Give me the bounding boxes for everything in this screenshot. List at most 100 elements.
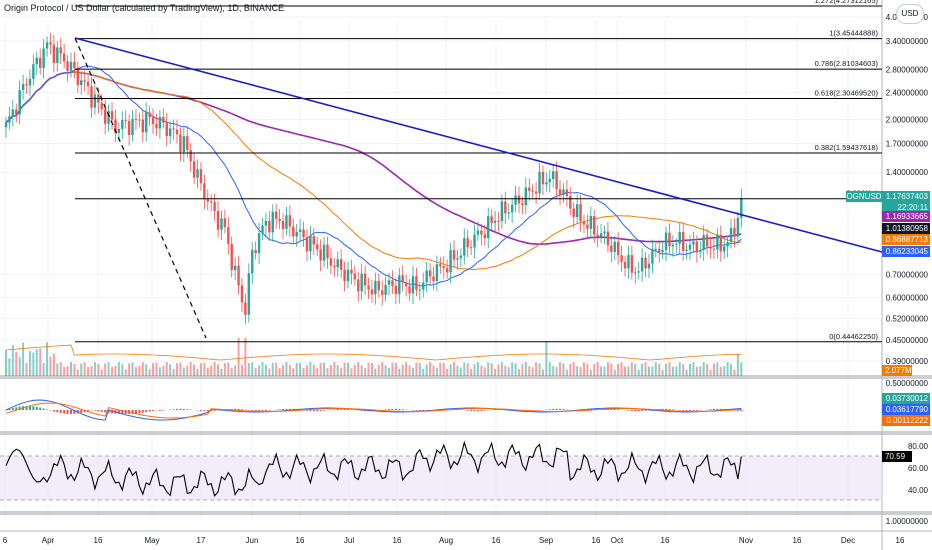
candle-body bbox=[637, 271, 640, 273]
volume-bar bbox=[251, 362, 254, 376]
ma-50-line bbox=[5, 71, 742, 270]
volume-bar bbox=[254, 367, 257, 376]
candle-body bbox=[521, 203, 524, 206]
volume-bar bbox=[223, 363, 226, 376]
macd-histogram-bar bbox=[415, 410, 418, 411]
macd-histogram-bar bbox=[141, 410, 144, 413]
candle-body bbox=[699, 250, 702, 252]
macd-histogram-bar bbox=[347, 409, 349, 410]
candle-body bbox=[490, 216, 493, 223]
volume-bar bbox=[83, 362, 86, 376]
volume-bar bbox=[247, 362, 250, 376]
volume-bar bbox=[576, 366, 579, 376]
candle-body bbox=[312, 236, 315, 245]
volume-bar bbox=[617, 363, 620, 376]
volume-bar bbox=[52, 353, 55, 376]
candle-body bbox=[401, 275, 404, 283]
candle-body bbox=[52, 44, 56, 64]
macd-histogram-bar bbox=[148, 410, 151, 412]
macd-histogram-bar bbox=[418, 410, 421, 412]
macd-histogram-bar bbox=[268, 410, 271, 411]
candle-body bbox=[469, 247, 473, 249]
volume-bar bbox=[398, 368, 401, 376]
candle-body bbox=[606, 231, 610, 246]
macd-value-tag: 0.03617790 bbox=[886, 405, 929, 414]
candle-body bbox=[476, 230, 480, 235]
macd-histogram-bar bbox=[39, 407, 42, 410]
candle-body bbox=[322, 244, 326, 261]
macd-histogram-bar bbox=[264, 410, 267, 412]
macd-histogram-bar bbox=[100, 410, 103, 412]
descending-trendline bbox=[74, 37, 883, 253]
macd-histogram-bar bbox=[333, 409, 336, 410]
volume-bar bbox=[121, 364, 124, 376]
volume-bar bbox=[394, 362, 397, 376]
candle-body bbox=[56, 47, 59, 64]
macd-histogram-bar bbox=[158, 410, 161, 411]
volume-bar bbox=[654, 362, 657, 376]
candle-body bbox=[712, 248, 716, 250]
volume-bar bbox=[541, 369, 544, 376]
candle-body bbox=[582, 221, 586, 225]
candle-body bbox=[346, 269, 350, 282]
volume-bar bbox=[11, 345, 14, 376]
volume-bar bbox=[93, 362, 96, 376]
candle-body bbox=[487, 216, 490, 239]
volume-bar bbox=[374, 368, 377, 376]
candle-body bbox=[230, 243, 233, 271]
candle-body bbox=[254, 249, 257, 254]
candle-body bbox=[274, 211, 278, 219]
volume-bar bbox=[158, 367, 161, 376]
volume-bar bbox=[69, 362, 72, 376]
candle-body bbox=[439, 264, 442, 267]
volume-bar bbox=[25, 362, 28, 376]
macd-histogram-bar bbox=[712, 408, 715, 410]
volume-bar bbox=[100, 369, 103, 376]
volume-bar bbox=[627, 366, 630, 376]
candle-body bbox=[66, 61, 69, 71]
candle-body bbox=[49, 42, 52, 45]
macd-histogram-bar bbox=[740, 410, 743, 412]
volume-bar bbox=[620, 362, 623, 376]
candle-body bbox=[15, 109, 18, 115]
candle-body bbox=[25, 84, 28, 86]
candle-body bbox=[647, 263, 651, 269]
candle-body bbox=[141, 119, 144, 133]
time-axis-tick: Jul bbox=[344, 536, 354, 545]
volume-bar bbox=[141, 362, 144, 376]
candle-body bbox=[415, 276, 418, 290]
macd-histogram-bar bbox=[182, 408, 185, 410]
volume-bar bbox=[411, 367, 414, 376]
volume-bar bbox=[596, 362, 599, 376]
fib-level-label: 0.382(1.59437618) bbox=[815, 143, 879, 152]
macd-histogram-bar bbox=[59, 410, 62, 414]
candle-body bbox=[261, 225, 264, 234]
candle-body bbox=[514, 195, 517, 205]
volume-bar bbox=[405, 362, 408, 376]
fib-level-label: 1(3.45444888) bbox=[829, 29, 878, 38]
macd-histogram-bar bbox=[90, 410, 93, 411]
time-axis-tick: 16 bbox=[94, 536, 103, 545]
currency-unit-button[interactable]: USD bbox=[896, 4, 924, 24]
macd-histogram-bar bbox=[398, 408, 401, 410]
candle-body bbox=[264, 220, 268, 226]
macd-histogram-bar bbox=[131, 410, 134, 414]
volume-bar bbox=[5, 350, 7, 376]
volume-bar bbox=[453, 362, 456, 376]
candle-body bbox=[685, 249, 688, 252]
time-axis-tick: Sep bbox=[539, 536, 554, 545]
volume-bar bbox=[316, 368, 319, 376]
volume-bar bbox=[59, 362, 62, 376]
macd-histogram-bar bbox=[104, 410, 107, 413]
candle-body bbox=[459, 255, 463, 259]
macd-histogram-bar bbox=[709, 409, 712, 410]
volume-bar bbox=[634, 363, 637, 376]
volume-bar bbox=[357, 362, 360, 376]
macd-histogram-bar bbox=[685, 410, 688, 412]
macd-histogram-bar bbox=[206, 410, 209, 412]
volume-bar bbox=[56, 363, 59, 376]
macd-value-tag-bg bbox=[882, 415, 930, 426]
candle-body bbox=[288, 215, 292, 227]
volume-bar bbox=[220, 368, 223, 376]
